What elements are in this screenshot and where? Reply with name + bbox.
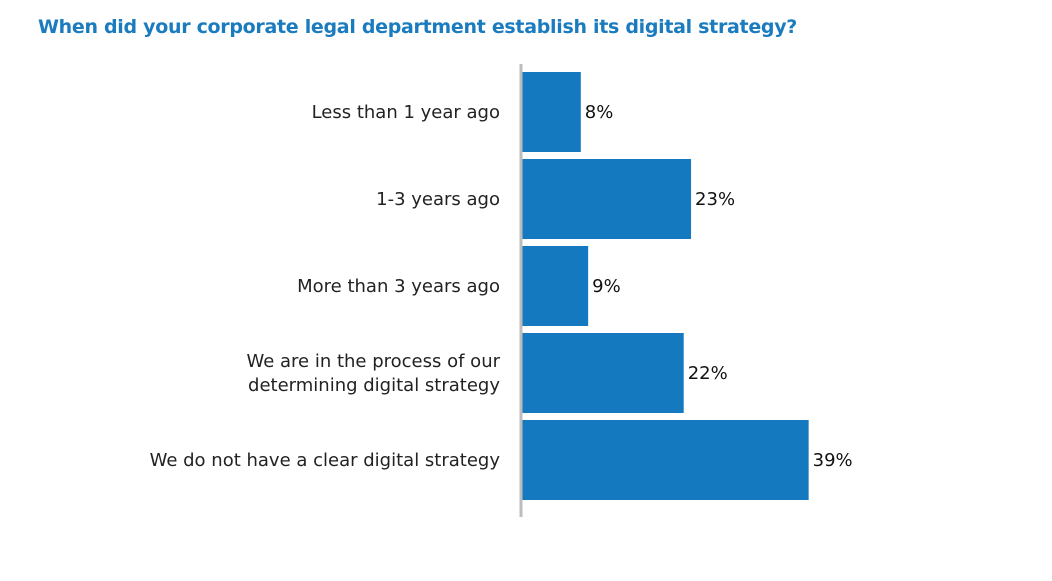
category-label: We are in the process of our — [246, 351, 500, 372]
category-label: We do not have a clear digital strategy — [150, 450, 501, 471]
category-label: More than 3 years ago — [297, 276, 500, 297]
data-label: 8% — [585, 102, 614, 123]
bar — [522, 333, 684, 413]
bar — [522, 72, 581, 152]
category-label: Less than 1 year ago — [312, 102, 500, 123]
data-label: 39% — [813, 450, 853, 471]
bar — [522, 246, 589, 326]
bar — [522, 420, 809, 500]
data-label: 22% — [688, 363, 728, 384]
data-label: 9% — [592, 276, 621, 297]
bar — [522, 159, 692, 239]
chart-title: When did your corporate legal department… — [38, 16, 798, 38]
category-label: determining digital strategy — [248, 375, 500, 396]
data-label: 23% — [695, 189, 735, 210]
category-label: 1-3 years ago — [376, 189, 500, 210]
